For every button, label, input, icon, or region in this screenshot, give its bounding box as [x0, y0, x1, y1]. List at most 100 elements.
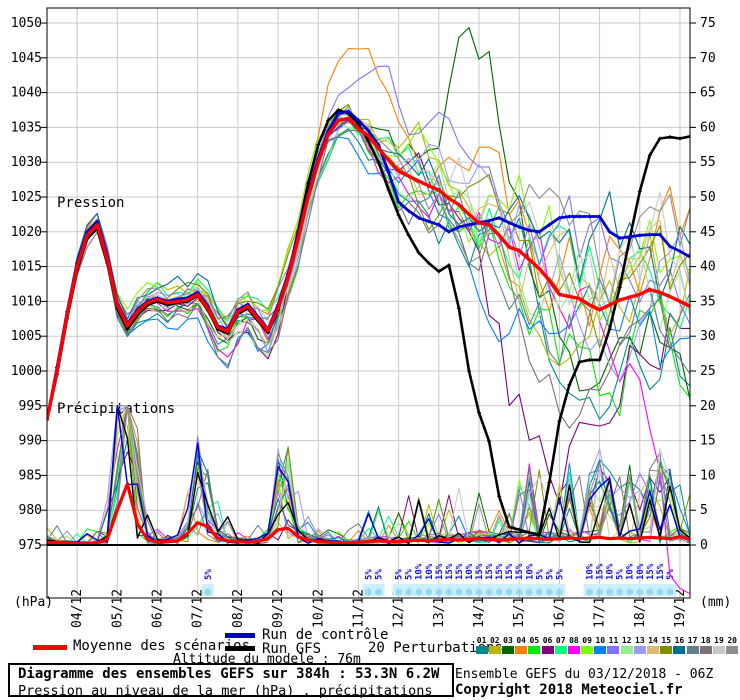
snow-band: [201, 584, 214, 596]
pressure-section-label: Pression: [57, 195, 124, 211]
snowflake-icon: ❄: [405, 585, 412, 599]
snow-probability-label: 5%: [555, 569, 565, 580]
perturbation-color-strip: 01 02 03 04 05 06 07 08 09 10 11 12 13 14 15 16 17 18 19 20: [475, 636, 739, 654]
snowflake-icon: ❄: [435, 585, 442, 599]
snowflake-icon: ❄: [365, 585, 372, 599]
date-tick-label: 04/12: [70, 589, 85, 628]
snow-probability-label: 10%: [465, 563, 475, 580]
perturbation-color-swatch: [554, 646, 567, 654]
perturbations-label: 20 Perturbations: [368, 640, 503, 656]
diagram-title: Diagramme des ensembles GEFS sur 384h : …: [18, 666, 440, 682]
date-tick-label: 16/12: [552, 589, 567, 628]
precip-tick-label: 20: [700, 399, 716, 414]
date-tick-label: 14/12: [472, 589, 487, 628]
mean-precip-line: [47, 482, 690, 546]
snowflake-icon: ❄: [586, 585, 593, 599]
perturbation-04: 04: [515, 636, 528, 654]
perturbation-color-swatch: [660, 646, 673, 654]
date-tick-label: 05/12: [110, 589, 125, 628]
perturbation-10: 10: [594, 636, 607, 654]
snow-probability-label: 15%: [596, 563, 606, 580]
date-tick-label: 07/12: [191, 589, 206, 628]
perturbation-color-swatch: [567, 646, 580, 654]
snowflake-icon: ❄: [606, 585, 613, 599]
date-tick-label: 18/12: [633, 589, 648, 628]
pressure-tick-label: 1010: [11, 294, 42, 309]
member-pressure-line-18: [47, 129, 690, 429]
date-tick-label: 17/12: [593, 589, 608, 628]
left-axis-unit: (hPa): [14, 595, 53, 610]
pressure-tick-label: 1035: [11, 120, 42, 135]
precip-tick-label: 55: [700, 155, 716, 170]
snow-probability-label: 5%: [616, 569, 626, 580]
snow-probability-label: 5%: [545, 569, 555, 580]
snowflake-icon: ❄: [536, 585, 543, 599]
snowflake-icon: ❄: [395, 585, 402, 599]
perturbation-08: 08: [567, 636, 580, 654]
precip-tick-label: 70: [700, 51, 716, 66]
perturbation-color-swatch: [541, 646, 554, 654]
perturbation-13: 13: [633, 636, 646, 654]
perturbation-number: 08: [569, 636, 579, 645]
perturbation-01: 01: [475, 636, 488, 654]
snowflake-icon: ❄: [656, 585, 663, 599]
gfs-line-label: Run GFS: [262, 641, 322, 657]
snow-band: [392, 584, 566, 596]
control-line-label: Run de contrôle: [262, 627, 389, 643]
pressure-precip-chart: 9759809859909951000100510101015102010251…: [11, 7, 732, 628]
pressure-tick-label: 1045: [11, 51, 42, 66]
snow-probability-label: 5%: [365, 569, 375, 580]
snow-probability-label: 5%: [204, 569, 214, 580]
axis-labels: 9759809859909951000100510101015102010251…: [11, 16, 732, 628]
perturbation-number: 13: [635, 636, 645, 645]
pressure-tick-label: 1020: [11, 225, 42, 240]
perturbation-number: 20: [727, 636, 737, 645]
perturbation-14: 14: [646, 636, 660, 654]
snow-probability-label: 10%: [415, 563, 425, 580]
perturbation-number: 16: [674, 636, 685, 645]
snowflake-icon: ❄: [485, 585, 492, 599]
date-tick-label: 11/12: [351, 589, 366, 628]
snow-probability-label: 10%: [525, 563, 535, 580]
snowflake-icon: ❄: [526, 585, 533, 599]
pressure-tick-label: 1015: [11, 260, 42, 275]
date-tick-label: 08/12: [231, 589, 246, 628]
mean-pressure-markers: [47, 116, 690, 422]
precip-tick-label: 15: [700, 434, 716, 449]
snow-probability-label: 5%: [395, 569, 405, 580]
snowflake-icon: ❄: [626, 585, 633, 599]
perturbation-09: 09: [581, 636, 594, 654]
precip-tick-label: 50: [700, 190, 716, 205]
snow-probability-label: 15%: [475, 563, 485, 580]
pressure-tick-label: 1005: [11, 329, 42, 344]
snowflake-icon: ❄: [506, 585, 513, 599]
precip-tick-label: 45: [700, 225, 716, 240]
precip-tick-label: 0: [700, 538, 708, 553]
pressure-tick-label: 1050: [11, 16, 42, 31]
snowflake-icon: ❄: [375, 585, 382, 599]
precip-section-label: Précipitations: [57, 401, 175, 417]
date-tick-label: 13/12: [432, 589, 447, 628]
perturbation-20: 20: [726, 636, 739, 654]
pressure-tick-label: 985: [19, 468, 42, 483]
member-pressure-line-14: [47, 118, 690, 420]
perturbation-number: 02: [489, 636, 500, 645]
perturbation-color-swatch: [528, 646, 541, 654]
snow-probability-label: 15%: [435, 563, 445, 580]
perturbation-color-swatch: [633, 646, 646, 654]
precip-tick-label: 60: [700, 120, 716, 135]
snow-probability-label: 10%: [586, 563, 596, 580]
snow-probability-label: 15%: [515, 563, 525, 580]
snow-probability-label: 10%: [636, 563, 646, 580]
perturbation-number: 18: [700, 636, 711, 645]
date-tick-label: 19/12: [673, 589, 688, 628]
date-tick-label: 12/12: [392, 589, 407, 628]
perturbation-number: 12: [621, 636, 632, 645]
perturbation-color-swatch: [726, 646, 739, 654]
pressure-tick-label: 975: [19, 538, 42, 553]
snow-probability-label: 15%: [495, 563, 505, 580]
perturbation-03: 03: [501, 636, 514, 654]
precip-tick-label: 40: [700, 260, 716, 275]
perturbation-12: 12: [620, 636, 633, 654]
